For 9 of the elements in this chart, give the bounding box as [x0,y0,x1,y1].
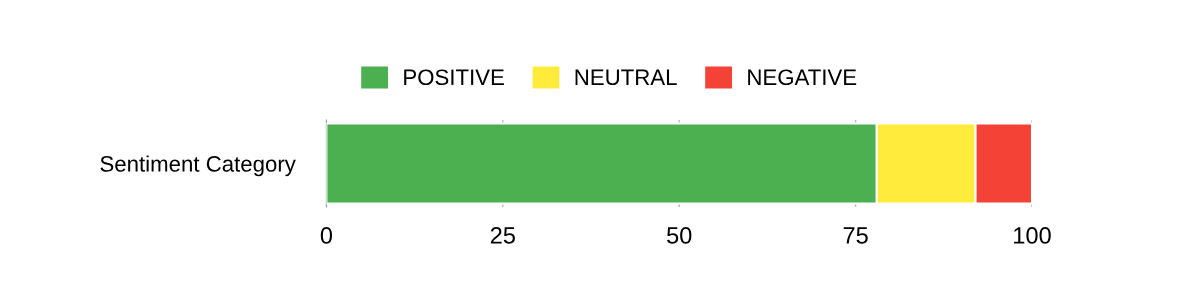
x-tick-label: 50 [667,227,692,244]
legend-label: NEUTRAL [575,69,677,86]
x-tick-label: 100 [1014,227,1051,244]
x-tick-label: 75 [843,227,868,244]
legend-label: NEGATIVE [748,69,857,86]
x-tick-label: 0 [320,227,333,244]
legend-label: POSITIVE [404,69,504,86]
y-tick-label: Sentiment Category [100,155,296,177]
x-tick-label: 25 [490,227,515,244]
